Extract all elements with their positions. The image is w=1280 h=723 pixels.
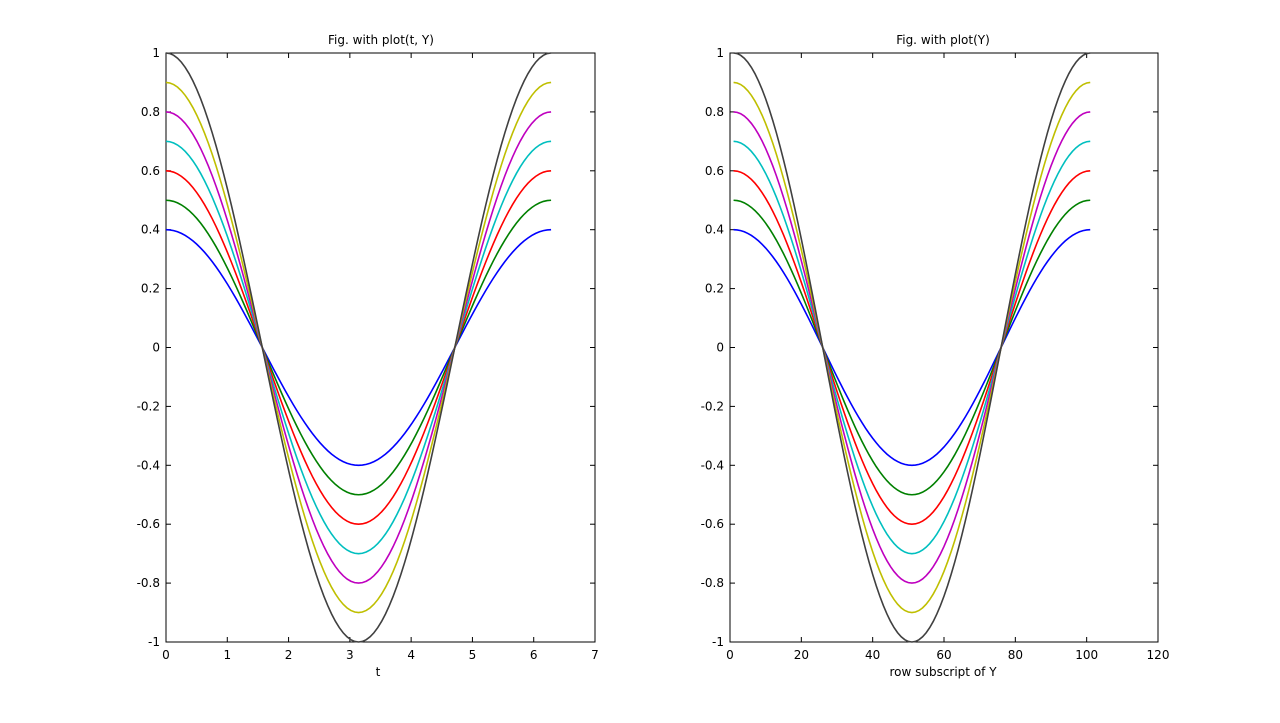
left-plot-x-tick-label: 3 xyxy=(346,648,354,662)
right-plot-x-tick-label: 40 xyxy=(865,648,880,662)
right-plot-title: Fig. with plot(Y) xyxy=(896,33,990,47)
left-plot-y-tick-label: -0.6 xyxy=(137,517,160,531)
right-plot-series-line-2 xyxy=(733,199,1091,496)
left-plot-x-tick-label: 2 xyxy=(285,648,293,662)
right-plot-x-tick-label: 0 xyxy=(726,648,734,662)
left-plot-y-tick-label: 0.8 xyxy=(141,105,160,119)
left-plot-series-line-6 xyxy=(165,81,552,614)
right-plot-y-tick-label: 0.4 xyxy=(705,223,724,237)
left-plot-series-line-5 xyxy=(165,111,552,584)
right-plot-y-tick-label: -0.6 xyxy=(701,517,724,531)
left-plot-series-line-7 xyxy=(165,52,552,643)
right-plot-y-tick-label: 1 xyxy=(716,46,724,60)
left-plot-y-tick-label: -0.4 xyxy=(137,458,160,472)
left-plot-y-tick-label: 1 xyxy=(152,46,160,60)
left-plot-y-tick-label: 0.6 xyxy=(141,164,160,178)
left-plot-y-tick-label: 0.4 xyxy=(141,223,160,237)
left-plot-x-tick-label: 7 xyxy=(591,648,599,662)
right-plot-axes: 0 20 40 60 80 100 120 -1 -0.8 -0.6 -0.4 -0.2 0 0.2 0.4… xyxy=(701,46,1170,662)
right-plot-x-tick-label: 100 xyxy=(1075,648,1098,662)
right-plot-y-tick-label: -1 xyxy=(712,635,724,649)
right-plot-series-line-5 xyxy=(733,111,1091,584)
left-plot-y-tick-label: 0 xyxy=(152,341,160,355)
left-plot-y-tick-label: -0.8 xyxy=(137,576,160,590)
left-plot-x-tick-label: 6 xyxy=(530,648,538,662)
right-plot-x-tick-label: 60 xyxy=(936,648,951,662)
right-plot-series-line-6 xyxy=(733,81,1091,614)
right-plot-series-line-7 xyxy=(733,52,1091,643)
right-plot-area xyxy=(729,52,1159,643)
left-plot-x-tick-label: 1 xyxy=(223,648,231,662)
left-plot-y-tick-label: -1 xyxy=(148,635,160,649)
right-plot: Fig. with plot(Y) row subscript of Y 0 20… xyxy=(701,33,1170,679)
right-plot-y-tick-label: -0.2 xyxy=(701,399,724,413)
left-plot-x-tick-label: 0 xyxy=(162,648,170,662)
left-plot-x-tick-label: 5 xyxy=(469,648,477,662)
right-plot-x-tick-label: 120 xyxy=(1147,648,1170,662)
left-plot-y-tick-label: -0.2 xyxy=(137,399,160,413)
right-plot-series-line-3 xyxy=(733,170,1091,526)
right-plot-x-tick-label: 20 xyxy=(794,648,809,662)
right-plot-y-tick-label: 0.8 xyxy=(705,105,724,119)
left-plot-x-tick-label: 4 xyxy=(407,648,415,662)
right-plot-series-line-4 xyxy=(733,140,1091,555)
right-plot-y-tick-label: 0.2 xyxy=(705,282,724,296)
left-plot-axes: 0 1 2 3 4 5 6 7 -1 -0.8 -0.6 -0.4 -0.2 0 0.2 0.4 0.6 0.8 1 xyxy=(137,46,599,662)
left-plot-x-axis-label: t xyxy=(376,665,381,679)
right-plot-y-tick-label: -0.8 xyxy=(701,576,724,590)
left-plot-title: Fig. with plot(t, Y) xyxy=(328,33,434,47)
right-plot-series xyxy=(733,52,1091,643)
left-plot: Fig. with plot(t, Y) t 0 1 2 3 4 5 6 7 -1 -0.8 -0.… xyxy=(137,33,599,679)
left-plot-series xyxy=(165,52,552,643)
left-plot-series-line-4 xyxy=(165,140,552,555)
right-plot-y-tick-label: 0 xyxy=(716,341,724,355)
right-plot-y-tick-label: 0.6 xyxy=(705,164,724,178)
left-plot-series-line-3 xyxy=(165,170,552,526)
left-plot-series-line-1 xyxy=(165,228,552,467)
left-plot-area xyxy=(165,52,596,643)
left-plot-y-tick-label: 0.2 xyxy=(141,282,160,296)
right-plot-series-line-1 xyxy=(733,228,1091,467)
right-plot-x-axis-label: row subscript of Y xyxy=(889,665,997,679)
left-plot-series-line-2 xyxy=(165,199,552,496)
right-plot-x-tick-label: 80 xyxy=(1008,648,1023,662)
right-plot-y-tick-label: -0.4 xyxy=(701,458,724,472)
